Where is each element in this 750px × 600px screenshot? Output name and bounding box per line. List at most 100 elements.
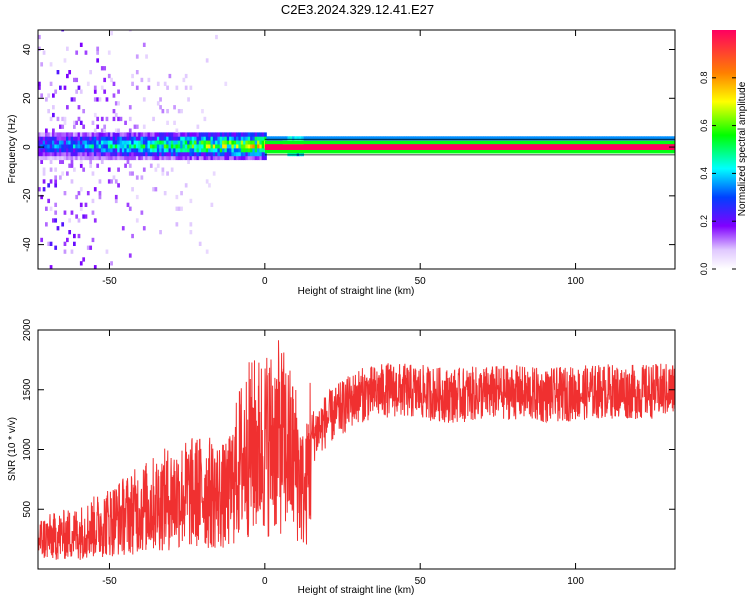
spectrogram-x-tick-label: 50 xyxy=(415,276,427,287)
heatmap-cell xyxy=(168,73,172,79)
heatmap-cell xyxy=(66,171,69,176)
heatmap-cell xyxy=(184,73,188,79)
heatmap-cell xyxy=(611,136,615,141)
heatmap-cell xyxy=(650,136,654,141)
heatmap-cell xyxy=(45,155,48,161)
heatmap-cell xyxy=(597,136,601,141)
heatmap-cell xyxy=(303,136,307,141)
heatmap-cell xyxy=(170,132,174,137)
heatmap-cell xyxy=(119,155,123,161)
heatmap-cell xyxy=(194,136,197,141)
heatmap-cell xyxy=(166,148,169,153)
heatmap-cell xyxy=(77,148,81,153)
heatmap-cell xyxy=(98,155,102,161)
heatmap-cell xyxy=(205,179,209,184)
heatmap-cell xyxy=(77,233,81,239)
heatmap-cell xyxy=(583,136,587,141)
heatmap-cell xyxy=(98,191,102,196)
heatmap-cell xyxy=(142,42,146,47)
heatmap-cell xyxy=(68,218,72,223)
heatmap-cell xyxy=(161,144,165,149)
heatmap-cell xyxy=(471,136,475,141)
heatmap-cell xyxy=(331,136,335,141)
heatmap-cell xyxy=(52,144,55,149)
heatmap-cell xyxy=(103,128,107,133)
heatmap-cell xyxy=(138,136,141,141)
heatmap-cell xyxy=(96,132,100,137)
heatmap-cell xyxy=(77,155,81,161)
heatmap-cell xyxy=(606,136,610,141)
heatmap-cell xyxy=(49,144,53,149)
heatmap-cell xyxy=(264,155,267,161)
heatmap-cell xyxy=(175,151,179,157)
colorbar-gradient xyxy=(712,30,736,269)
heatmap-cell xyxy=(45,136,48,141)
heatmap-cell xyxy=(40,159,44,164)
heatmap-cell xyxy=(180,191,183,196)
heatmap-cell xyxy=(226,144,230,149)
heatmap-cell xyxy=(539,136,542,141)
heatmap-cell xyxy=(70,155,74,161)
heatmap-cell xyxy=(117,183,120,188)
heatmap-cell xyxy=(259,132,263,137)
heatmap-cell xyxy=(557,136,561,141)
heatmap-cell xyxy=(68,132,72,137)
heatmap-cell xyxy=(73,167,76,172)
heatmap-cell xyxy=(59,85,62,90)
heatmap-cell xyxy=(89,132,93,137)
heatmap-cell xyxy=(173,144,176,149)
heatmap-cell xyxy=(299,136,302,141)
heatmap-cell xyxy=(194,132,197,137)
heatmap-cell xyxy=(250,148,253,153)
heatmap-cell xyxy=(280,136,284,141)
heatmap-cell xyxy=(417,136,421,141)
heatmap-cell xyxy=(229,148,232,153)
heatmap-cell xyxy=(96,58,100,63)
heatmap-cell xyxy=(282,136,286,141)
heatmap-cell xyxy=(609,136,612,141)
heatmap-cell xyxy=(152,187,155,192)
heatmap-cell xyxy=(194,148,197,153)
heatmap-cell xyxy=(247,151,251,157)
heatmap-cell xyxy=(170,167,174,172)
heatmap-cell xyxy=(54,132,58,137)
heatmap-cell xyxy=(59,148,62,153)
heatmap-cell xyxy=(105,144,109,149)
heatmap-cell xyxy=(247,155,251,161)
heatmap-cell xyxy=(168,144,172,149)
heatmap-cell xyxy=(47,155,51,161)
heatmap-cell xyxy=(98,132,102,137)
heatmap-cell xyxy=(142,155,146,161)
heatmap-cell xyxy=(184,136,188,141)
heatmap-cell xyxy=(114,179,118,184)
heatmap-cell xyxy=(292,151,295,157)
heatmap-cell xyxy=(73,148,76,153)
heatmap-cell xyxy=(492,136,496,141)
heatmap-cell xyxy=(504,136,507,141)
heatmap-cell xyxy=(82,109,86,114)
heatmap-cell xyxy=(38,85,41,90)
heatmap-cell xyxy=(66,237,69,243)
heatmap-cell xyxy=(201,140,204,145)
heatmap-cell xyxy=(47,132,51,137)
heatmap-cell xyxy=(128,206,132,211)
heatmap-cell xyxy=(392,136,395,141)
heatmap-cell xyxy=(49,167,53,172)
heatmap-cell xyxy=(546,136,549,141)
heatmap-cell xyxy=(59,155,62,161)
heatmap-cell xyxy=(89,155,93,161)
heatmap-cell xyxy=(114,155,118,161)
heatmap-cell xyxy=(138,155,141,161)
heatmap-cell xyxy=(121,155,125,161)
heatmap-cell xyxy=(66,144,69,149)
heatmap-cell xyxy=(52,93,55,98)
heatmap-cell xyxy=(79,42,83,47)
heatmap-cell xyxy=(156,151,160,157)
heatmap-cell xyxy=(75,140,79,145)
heatmap-cell xyxy=(54,210,58,215)
heatmap-cell xyxy=(140,151,144,157)
heatmap-cell xyxy=(154,140,158,145)
heatmap-cell xyxy=(52,136,55,141)
heatmap-cell xyxy=(394,136,398,141)
heatmap-cell xyxy=(138,148,141,153)
